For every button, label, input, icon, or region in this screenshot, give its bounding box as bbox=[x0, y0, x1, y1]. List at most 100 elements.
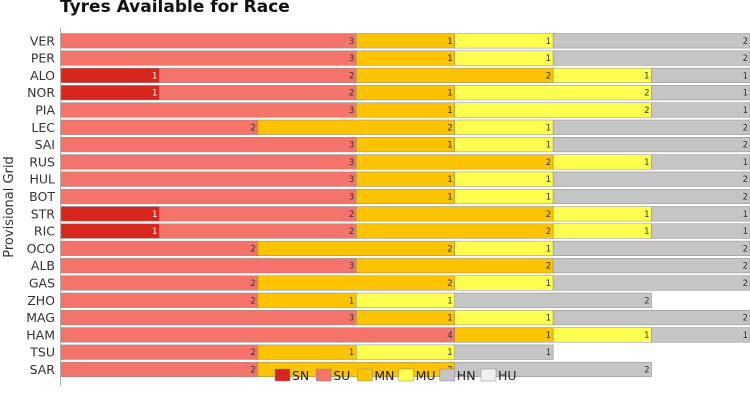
bar-value-label: 1 bbox=[546, 141, 551, 151]
bar-value-label: 1 bbox=[349, 296, 354, 306]
bar-gas-su bbox=[60, 275, 259, 291]
bar-value-label: 3 bbox=[349, 37, 354, 47]
bar-tsu-mn bbox=[257, 344, 357, 360]
chart-title: Tyres Available for Race bbox=[60, 0, 290, 17]
bar-value-label: 1 bbox=[546, 54, 551, 64]
bar-value-label: 1 bbox=[644, 331, 649, 341]
bar-value-label: 2 bbox=[349, 210, 354, 220]
bar-alb-mn bbox=[356, 258, 554, 274]
bar-str-mn bbox=[356, 206, 554, 222]
bar-bot-mu bbox=[454, 188, 554, 205]
y-tick-label: GAS bbox=[29, 276, 55, 291]
bar-value-label: 1 bbox=[743, 210, 748, 220]
bar-sai-su bbox=[60, 137, 357, 153]
bar-ham-hn bbox=[651, 327, 750, 343]
legend-swatch-sn bbox=[274, 368, 291, 382]
bar-value-label: 1 bbox=[152, 89, 157, 99]
bar-rus-su bbox=[60, 154, 357, 170]
legend-swatch-su bbox=[315, 368, 332, 382]
bar-value-label: 1 bbox=[447, 175, 452, 185]
bar-pia-hn bbox=[651, 102, 750, 118]
legend-label-hu: HU bbox=[498, 368, 517, 383]
bar-zho-mu bbox=[356, 292, 455, 308]
bar-value-label: 3 bbox=[349, 314, 354, 324]
bar-value-label: 2 bbox=[743, 141, 748, 151]
bar-value-label: 3 bbox=[349, 193, 354, 203]
bar-value-label: 1 bbox=[152, 210, 157, 220]
bar-hul-mu bbox=[454, 171, 554, 187]
bar-value-label: 2 bbox=[743, 314, 748, 324]
bar-lec-mu bbox=[454, 119, 554, 135]
bar-value-label: 2 bbox=[250, 123, 255, 133]
y-tick-label: LEC bbox=[31, 120, 55, 135]
bar-pia-su bbox=[60, 102, 357, 118]
bar-value-label: 1 bbox=[152, 227, 157, 237]
bar-str-sn bbox=[60, 206, 160, 222]
bar-value-label: 1 bbox=[546, 175, 551, 185]
bar-rus-mu bbox=[552, 154, 652, 170]
legend: SN SU MN MU HN HU bbox=[274, 368, 517, 383]
bar-per-su bbox=[60, 50, 357, 66]
bar-oco-mn bbox=[257, 240, 455, 256]
bar-value-label: 1 bbox=[447, 193, 452, 203]
bar-gas-mn bbox=[257, 275, 455, 291]
y-tick-label: ALB bbox=[31, 258, 55, 273]
bar-value-label: 2 bbox=[546, 210, 551, 220]
bar-ham-mu bbox=[552, 327, 652, 343]
bar-bot-mn bbox=[356, 188, 455, 205]
bar-value-label: 2 bbox=[349, 71, 354, 81]
bar-tsu-su bbox=[60, 344, 259, 360]
legend-label-hn: HN bbox=[457, 368, 476, 383]
bar-zho-hn bbox=[454, 292, 652, 308]
legend-label-su: SU bbox=[333, 368, 350, 383]
bar-value-label: 1 bbox=[447, 37, 452, 47]
y-tick-label: RUS bbox=[29, 154, 55, 169]
bar-nor-mu bbox=[454, 85, 652, 101]
bar-sai-mu bbox=[454, 137, 554, 153]
bar-ric-su bbox=[159, 223, 357, 239]
bar-value-label: 2 bbox=[644, 366, 649, 376]
y-tick-label: ZHO bbox=[27, 293, 55, 308]
legend-label-sn: SN bbox=[292, 368, 309, 383]
bar-ver-mn bbox=[356, 33, 455, 49]
bar-value-label: 1 bbox=[644, 71, 649, 81]
bar-value-label: 3 bbox=[349, 54, 354, 64]
y-tick-label: HAM bbox=[26, 327, 55, 342]
bar-alo-hn bbox=[651, 67, 750, 83]
bar-value-label: 3 bbox=[349, 141, 354, 151]
bar-oco-hn bbox=[552, 240, 750, 256]
bar-gas-mu bbox=[454, 275, 554, 291]
y-tick-label: SAR bbox=[30, 362, 56, 377]
y-tick-label: NOR bbox=[27, 85, 55, 100]
bar-gas-hn bbox=[552, 275, 750, 291]
bar-alb-su bbox=[60, 258, 357, 274]
y-tick-label: RIC bbox=[34, 224, 55, 239]
bar-value-label: 2 bbox=[250, 366, 255, 376]
y-tick-label: PIA bbox=[35, 103, 55, 118]
bar-nor-mn bbox=[356, 85, 455, 101]
bar-hul-su bbox=[60, 171, 357, 187]
bar-value-label: 4 bbox=[447, 331, 452, 341]
bar-value-label: 2 bbox=[743, 54, 748, 64]
bar-alo-mu bbox=[552, 67, 652, 83]
bar-nor-sn bbox=[60, 85, 160, 101]
bar-value-label: 2 bbox=[743, 244, 748, 254]
bar-value-label: 1 bbox=[349, 348, 354, 358]
bar-value-label: 2 bbox=[447, 244, 452, 254]
bar-value-label: 1 bbox=[447, 141, 452, 151]
bar-alo-su bbox=[159, 67, 357, 83]
bar-per-mn bbox=[356, 50, 455, 66]
bar-value-label: 2 bbox=[546, 71, 551, 81]
bar-ric-mu bbox=[552, 223, 652, 239]
bar-alb-hn bbox=[552, 258, 750, 274]
y-tick-labels: VER PER ALO NOR PIA LEC SAI RUS HUL BOT STR RIC OCO A… bbox=[26, 33, 55, 377]
bar-value-label: 1 bbox=[546, 123, 551, 133]
y-tick-label: VER bbox=[30, 33, 55, 48]
bar-str-su bbox=[159, 206, 357, 222]
bar-lec-mn bbox=[257, 119, 455, 135]
bar-value-label: 3 bbox=[349, 106, 354, 116]
bar-value-label: 1 bbox=[644, 158, 649, 168]
bar-nor-su bbox=[159, 85, 357, 101]
y-tick-label: OCO bbox=[27, 241, 56, 256]
bar-hul-mn bbox=[356, 171, 455, 187]
